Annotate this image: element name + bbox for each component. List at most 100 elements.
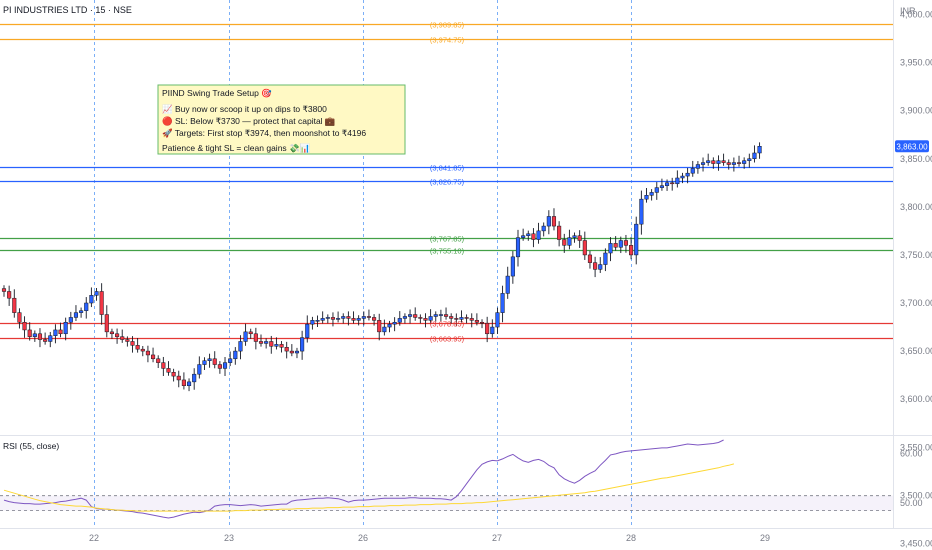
price-level-label: (3,678.85) — [430, 320, 465, 329]
candle-body — [531, 233, 536, 240]
candle-body — [7, 291, 12, 299]
candle-body — [485, 322, 490, 335]
candle-body — [402, 316, 407, 319]
rsi-tick-label: 60.00 — [900, 448, 923, 458]
candle-body — [258, 341, 264, 344]
rsi-pane-label[interactable]: RSI (55, close) — [3, 441, 59, 451]
candle-body — [22, 321, 27, 331]
candle-body — [125, 339, 130, 342]
candle-body — [84, 302, 89, 311]
candle-body — [310, 320, 315, 325]
candle-body — [593, 262, 598, 270]
price-tick-label: 3,800.00 — [900, 202, 932, 212]
candle-body — [716, 160, 721, 164]
price-tick-label: 3,550.00 — [900, 442, 932, 452]
price-level-label: (3,755.10) — [430, 247, 465, 256]
candle-body — [12, 297, 17, 313]
candle-body — [608, 243, 613, 254]
candle-body — [161, 362, 166, 369]
candle-body — [613, 243, 618, 248]
rsi-ma-line — [3, 463, 735, 512]
last-price-label: 3,863.00 — [896, 142, 928, 151]
candle-body — [680, 175, 685, 179]
note-line: PIIND Swing Trade Setup 🎯 — [162, 88, 272, 98]
candle-body — [757, 146, 762, 154]
candle-body — [665, 182, 670, 186]
candle-body — [48, 335, 53, 342]
price-level-label: (3,663.95) — [430, 335, 465, 344]
price-tick-label: 3,950.00 — [900, 58, 932, 68]
candle-body — [408, 314, 413, 317]
candle-body — [197, 364, 202, 375]
candle-body — [567, 237, 572, 246]
candle-body — [104, 314, 109, 333]
candle-body — [706, 160, 711, 163]
candle-body — [598, 264, 603, 270]
candle-body — [526, 233, 531, 236]
candle-body — [264, 341, 269, 344]
candle-body — [89, 295, 94, 304]
candle-body — [731, 162, 736, 165]
rsi-axis[interactable]: 60.00 50.00 — [900, 448, 923, 508]
candle-body — [582, 240, 587, 256]
candle-body — [151, 354, 156, 360]
trade-note-box — [157, 84, 406, 155]
last-price-tag: 3,863.00 — [895, 140, 929, 153]
time-tick-label: 27 — [492, 533, 502, 543]
candle-body — [654, 187, 659, 193]
symbol-title[interactable]: PI INDUSTRIES LTD · 15 · NSE — [3, 5, 132, 15]
candle-body — [176, 375, 181, 381]
candle-body — [43, 339, 48, 342]
candle-body — [711, 160, 716, 164]
candle-body — [156, 358, 161, 363]
candle-body — [474, 320, 479, 323]
candle-body — [623, 240, 628, 246]
candle-body — [140, 348, 145, 352]
candle-body — [53, 329, 58, 336]
currency-label[interactable]: INR — [900, 6, 916, 16]
candle-body — [649, 192, 654, 196]
candle-body — [505, 275, 510, 294]
candle-body — [659, 185, 664, 188]
candle-body — [577, 235, 582, 241]
candle-body — [397, 318, 402, 323]
candle-body — [721, 160, 726, 163]
candle-body — [238, 341, 243, 352]
time-axis[interactable]: 22 23 26 27 28 29 — [89, 533, 770, 543]
price-tick-label: 3,650.00 — [900, 346, 932, 356]
candle-body — [459, 317, 464, 320]
candle-body — [551, 216, 557, 227]
candle-body — [670, 182, 675, 185]
candle-body — [747, 158, 752, 161]
candle-body — [32, 333, 37, 337]
candle-body — [603, 252, 608, 265]
trade-note[interactable]: PIIND Swing Trade Setup 🎯 📈 Buy now or s… — [157, 84, 406, 155]
price-level-label: (3,841.85) — [430, 164, 465, 173]
candle-body — [572, 235, 577, 238]
candle-body — [675, 177, 680, 185]
price-tick-label: 3,750.00 — [900, 250, 932, 260]
candle-body — [186, 381, 192, 386]
candle-body — [17, 312, 22, 323]
candle-body — [37, 333, 43, 340]
candle-body — [274, 344, 279, 347]
time-tick-label: 29 — [760, 533, 770, 543]
time-tick-label: 23 — [224, 533, 234, 543]
candle-body — [454, 318, 459, 320]
price-axis[interactable]: 4,300.004,250.004,200.004,150.004,100.00… — [900, 0, 932, 549]
time-tick-label: 26 — [358, 533, 368, 543]
rsi-pane — [0, 439, 893, 519]
session-grid — [94, 0, 632, 528]
last-price-box — [895, 140, 929, 153]
candle-body — [515, 237, 521, 258]
note-line: 📈 Buy now or scoop it up on dips to ₹380… — [162, 104, 327, 114]
candle-body — [63, 321, 68, 335]
candle-body — [351, 318, 356, 321]
candle-body — [279, 344, 284, 348]
candle-body — [181, 379, 186, 386]
candle-body — [510, 256, 515, 277]
candle-body — [341, 316, 346, 319]
candle-body — [449, 316, 454, 319]
candle-body — [315, 320, 320, 322]
